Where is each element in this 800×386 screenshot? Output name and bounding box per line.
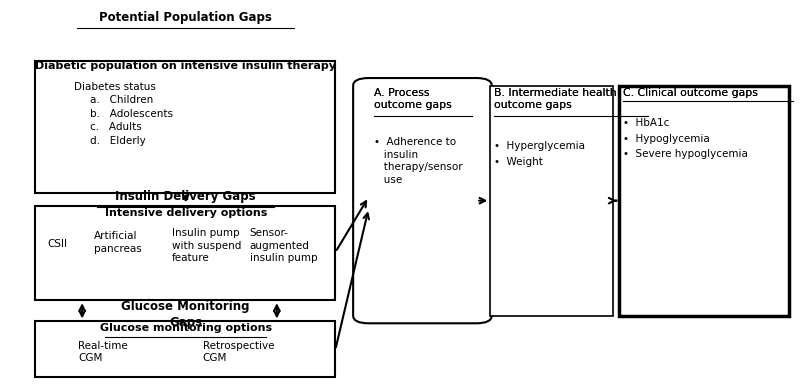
FancyBboxPatch shape	[35, 322, 335, 377]
Text: d.   Elderly: d. Elderly	[90, 135, 146, 146]
Text: •  Hyperglycemia: • Hyperglycemia	[494, 141, 585, 151]
Text: Potential Population Gaps: Potential Population Gaps	[99, 11, 272, 24]
Text: c.   Adults: c. Adults	[90, 122, 142, 132]
Text: •  Adherence to
   insulin
   therapy/sensor
   use: • Adherence to insulin therapy/sensor us…	[374, 137, 462, 185]
FancyBboxPatch shape	[619, 86, 790, 316]
Text: b.   Adolescents: b. Adolescents	[90, 109, 173, 119]
FancyBboxPatch shape	[35, 207, 335, 300]
FancyBboxPatch shape	[353, 78, 492, 323]
Text: Retrospective
CGM: Retrospective CGM	[203, 340, 274, 363]
Text: •  Severe hypoglycemia: • Severe hypoglycemia	[623, 149, 748, 159]
Text: Glucose monitoring options: Glucose monitoring options	[100, 323, 272, 332]
Text: Real-time
CGM: Real-time CGM	[78, 340, 128, 363]
Text: Artificial
pancreas: Artificial pancreas	[94, 231, 142, 254]
Text: Glucose Monitoring
Gaps: Glucose Monitoring Gaps	[122, 300, 250, 328]
Text: •  Weight: • Weight	[494, 157, 543, 167]
Text: C. Clinical outcome gaps: C. Clinical outcome gaps	[623, 88, 758, 98]
Text: Insulin pump
with suspend
feature: Insulin pump with suspend feature	[172, 228, 241, 263]
FancyBboxPatch shape	[35, 61, 335, 193]
Text: B. Intermediate health
outcome gaps: B. Intermediate health outcome gaps	[494, 88, 617, 110]
Text: •  Hypoglycemia: • Hypoglycemia	[623, 134, 710, 144]
Text: A. Process
outcome gaps: A. Process outcome gaps	[374, 88, 452, 110]
Text: C. Clinical outcome gaps: C. Clinical outcome gaps	[623, 88, 758, 98]
Text: Diabetes status: Diabetes status	[74, 82, 156, 92]
Text: B. Intermediate health
outcome gaps: B. Intermediate health outcome gaps	[494, 88, 617, 110]
Text: Intensive delivery options: Intensive delivery options	[105, 208, 267, 218]
Text: •  HbA1c: • HbA1c	[623, 118, 670, 128]
Text: Diabetic population on intensive insulin therapy: Diabetic population on intensive insulin…	[35, 61, 336, 71]
Text: a.   Children: a. Children	[90, 95, 153, 105]
Text: Insulin Delivery Gaps: Insulin Delivery Gaps	[115, 190, 256, 203]
Text: CSII: CSII	[48, 239, 68, 249]
FancyBboxPatch shape	[490, 86, 614, 316]
Text: A. Process
outcome gaps: A. Process outcome gaps	[374, 88, 452, 110]
Text: Sensor-
augmented
insulin pump: Sensor- augmented insulin pump	[250, 228, 317, 263]
